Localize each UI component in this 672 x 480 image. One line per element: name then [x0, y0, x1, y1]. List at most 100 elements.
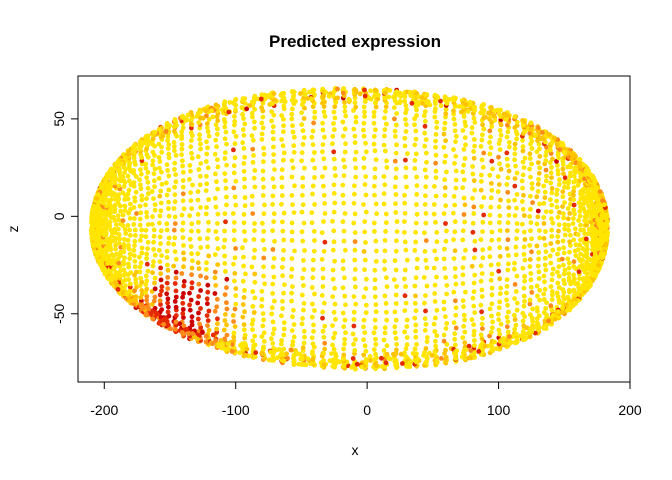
data-point: [165, 146, 171, 152]
data-point: [289, 174, 295, 180]
data-point: [125, 223, 131, 228]
data-point: [159, 169, 164, 175]
data-point: [289, 328, 295, 333]
data-point: [269, 336, 274, 342]
data-point: [552, 316, 558, 322]
data-point: [497, 137, 503, 143]
data-point: [520, 185, 525, 191]
data-point: [443, 326, 449, 331]
data-point: [171, 206, 177, 211]
data-point: [300, 142, 306, 147]
data-point: [309, 285, 315, 290]
data-point: [310, 301, 315, 307]
data-point: [270, 291, 275, 296]
data-point: [262, 281, 267, 287]
data-point: [331, 335, 336, 341]
data-point: [242, 203, 248, 209]
data-point: [116, 240, 122, 246]
data-point: [251, 310, 257, 315]
data-point: [209, 108, 215, 114]
data-point: [561, 262, 566, 268]
data-point: [148, 311, 154, 317]
data-point: [362, 229, 368, 235]
data-point: [172, 119, 178, 124]
data-point: [301, 283, 306, 288]
data-point: [504, 297, 509, 303]
data-point: [131, 180, 137, 186]
data-point: [261, 184, 266, 190]
data-point: [171, 241, 177, 247]
data-point: [240, 245, 245, 251]
data-point: [567, 287, 572, 293]
data-point: [342, 275, 347, 281]
data-point: [375, 96, 381, 102]
data-point: [498, 321, 504, 327]
data-point: [433, 168, 439, 174]
data-point: [529, 236, 534, 242]
data-point: [320, 309, 326, 315]
data-point: [171, 124, 177, 130]
data-point: [152, 166, 158, 172]
data-point: [231, 163, 237, 169]
data-point: [373, 127, 378, 133]
data-point: [404, 317, 410, 323]
data-point: [120, 212, 126, 218]
data-point: [312, 291, 317, 297]
data-point: [522, 257, 528, 263]
y-tick-label: -50: [51, 303, 67, 323]
data-point: [471, 149, 476, 154]
data-point: [528, 220, 534, 226]
data-point: [222, 99, 228, 105]
data-point: [506, 261, 511, 267]
data-point: [250, 289, 256, 294]
data-point: [489, 313, 494, 319]
data-point: [301, 116, 307, 121]
data-point: [204, 151, 210, 157]
data-point: [157, 165, 162, 171]
data-point: [433, 343, 438, 349]
data-point: [479, 179, 484, 184]
data-point: [108, 227, 114, 233]
data-point: [205, 145, 211, 151]
data-point: [588, 219, 594, 225]
data-point: [341, 86, 346, 91]
data-point: [405, 151, 410, 157]
data-point: [481, 212, 487, 218]
data-point: [392, 258, 398, 264]
data-point: [291, 149, 297, 155]
data-point: [478, 110, 484, 116]
data-point: [352, 267, 358, 272]
data-point: [512, 260, 517, 266]
data-point: [443, 275, 449, 280]
data-point: [203, 275, 209, 281]
data-point: [284, 351, 289, 357]
data-point: [271, 256, 277, 261]
data-point: [424, 159, 429, 165]
data-point: [91, 203, 97, 209]
data-point: [512, 312, 517, 318]
data-point: [453, 139, 458, 145]
data-point: [462, 219, 467, 225]
data-point: [312, 115, 317, 121]
data-point: [562, 175, 568, 181]
data-point: [195, 260, 201, 266]
data-point: [270, 247, 276, 252]
data-point: [113, 235, 118, 241]
data-point: [321, 300, 327, 306]
data-point: [537, 235, 543, 241]
data-point: [214, 131, 220, 137]
data-point: [132, 288, 138, 293]
data-point: [250, 211, 256, 217]
data-point: [556, 297, 562, 303]
data-point: [261, 339, 267, 344]
data-point: [198, 141, 203, 147]
data-point: [232, 255, 238, 261]
data-point: [289, 158, 295, 164]
data-point: [497, 220, 502, 225]
data-point: [403, 247, 409, 253]
data-point: [247, 103, 253, 108]
data-point: [402, 200, 408, 206]
data-point: [353, 104, 359, 110]
data-point: [571, 197, 577, 203]
data-point: [594, 184, 600, 190]
